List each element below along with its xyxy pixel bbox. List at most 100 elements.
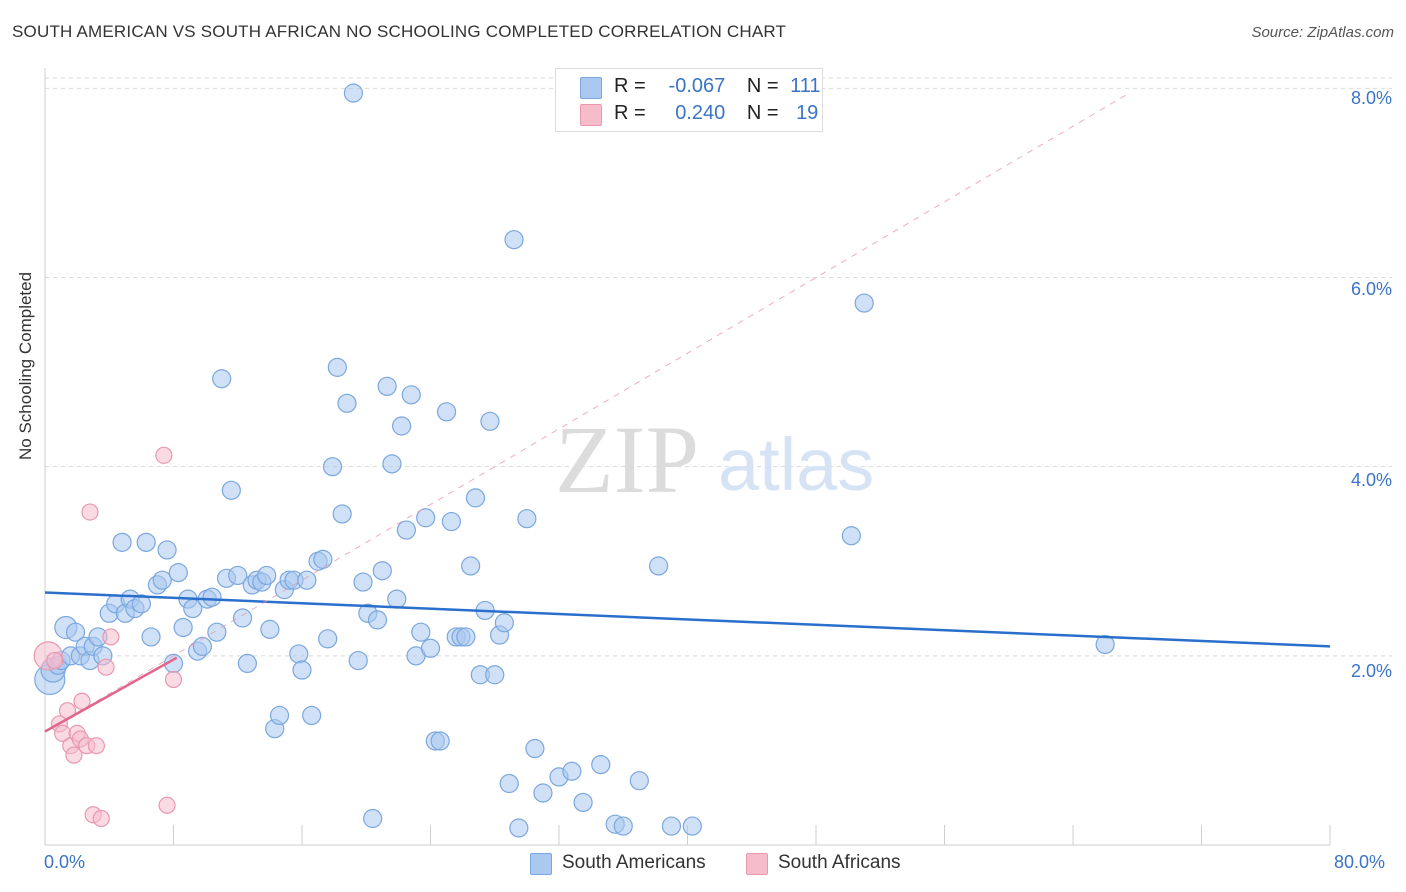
data-point-south-africans xyxy=(46,651,64,670)
data-point-south-americans xyxy=(232,608,253,628)
data-point-south-africans xyxy=(164,670,183,689)
data-point-south-americans xyxy=(152,570,172,590)
stats-row-pink: R = 0.240 N = 19 xyxy=(614,102,818,128)
data-point-south-africans xyxy=(97,658,115,676)
data-point-south-americans xyxy=(337,393,357,413)
data-point-south-americans xyxy=(441,511,461,532)
data-point-south-americans xyxy=(382,454,402,474)
data-point-south-americans xyxy=(591,755,611,775)
y-tick-label: 8.0% xyxy=(1350,88,1392,108)
data-point-south-americans xyxy=(436,402,457,422)
data-point-south-americans xyxy=(332,504,352,524)
grid-layer xyxy=(44,68,1392,846)
data-point-south-americans xyxy=(525,738,545,759)
data-point-south-africans xyxy=(65,746,83,764)
trendline-extended-south-africans xyxy=(44,92,1130,732)
data-point-south-americans xyxy=(141,627,161,647)
data-point-south-africans xyxy=(155,446,173,464)
data-point-south-americans xyxy=(353,572,373,592)
data-point-south-americans xyxy=(648,556,669,576)
data-point-south-americans xyxy=(494,613,514,633)
data-point-south-americans xyxy=(65,622,86,642)
y-axis-label: No Schooling Completed xyxy=(16,271,35,460)
data-point-south-americans xyxy=(327,357,347,377)
r-label: R = xyxy=(614,75,646,97)
data-point-south-americans xyxy=(499,773,519,794)
data-point-south-africans xyxy=(158,796,176,814)
r-value: -0.067 xyxy=(668,75,726,97)
data-point-south-americans xyxy=(480,411,500,431)
watermark-atlas: atlas xyxy=(718,423,874,506)
data-point-south-americans xyxy=(343,83,363,103)
data-point-south-americans xyxy=(173,617,193,638)
data-point-south-americans xyxy=(562,761,582,781)
data-point-south-americans xyxy=(372,561,392,581)
data-point-south-americans xyxy=(157,540,177,560)
data-point-south-americans xyxy=(348,650,368,671)
watermark-zip: ZIP xyxy=(555,406,699,513)
data-point-south-americans xyxy=(192,636,213,656)
y-tick-label: 4.0% xyxy=(1350,470,1392,490)
pink-swatch xyxy=(580,104,602,126)
data-point-south-americans xyxy=(854,293,874,313)
n-label: N = xyxy=(746,75,779,97)
data-point-south-americans xyxy=(629,771,649,791)
n-value: 111 xyxy=(790,75,821,97)
data-point-south-americans xyxy=(112,532,132,552)
data-point-south-americans xyxy=(377,376,397,396)
data-point-south-africans xyxy=(81,503,99,521)
data-point-south-americans xyxy=(461,556,481,576)
data-point-south-americans xyxy=(260,619,280,639)
source-label: Source: ZipAtlas.com xyxy=(1251,24,1394,41)
x-tick-label: 0.0% xyxy=(44,852,86,872)
data-point-south-americans xyxy=(396,520,417,540)
data-point-south-americans xyxy=(212,369,232,389)
data-point-south-americans xyxy=(168,563,188,583)
data-point-south-americans xyxy=(661,816,682,836)
data-point-south-americans xyxy=(269,705,290,726)
trendline-south-americans xyxy=(44,591,1331,648)
r-label: R = xyxy=(614,102,646,124)
data-point-south-americans xyxy=(401,385,421,405)
y-tick-label: 6.0% xyxy=(1350,279,1392,299)
data-point-south-americans xyxy=(313,549,333,569)
data-point-south-americans xyxy=(257,565,277,586)
n-value: 19 xyxy=(796,102,819,124)
legend-swatch-south-africans xyxy=(746,853,768,875)
data-point-south-americans xyxy=(318,629,338,649)
data-point-south-americans xyxy=(682,816,702,836)
legend-label-south-africans: South Africans xyxy=(778,852,901,873)
data-point-south-americans xyxy=(411,622,431,642)
data-point-south-americans xyxy=(517,509,537,529)
data-point-south-americans xyxy=(237,653,257,674)
data-point-south-africans xyxy=(87,737,106,755)
data-point-south-africans xyxy=(102,628,120,646)
data-point-south-americans xyxy=(573,792,593,813)
n-label: N = xyxy=(746,102,779,124)
data-point-south-americans xyxy=(202,587,222,607)
data-point-south-americans xyxy=(416,508,436,528)
data-point-south-americans xyxy=(322,457,343,477)
legend-label-south-americans: South Americans xyxy=(562,852,706,873)
data-point-south-americans xyxy=(289,644,309,664)
chart-title: SOUTH AMERICAN VS SOUTH AFRICAN NO SCHOO… xyxy=(12,22,787,41)
data-point-south-americans xyxy=(363,808,383,829)
data-point-south-americans xyxy=(367,610,388,630)
data-point-south-americans xyxy=(509,818,529,838)
x-tick-label: 80.0% xyxy=(1334,852,1386,872)
points-layer xyxy=(33,83,1115,838)
data-point-south-americans xyxy=(131,594,151,614)
data-point-south-americans xyxy=(485,665,505,685)
trendline-south-africans xyxy=(44,656,178,733)
data-point-south-americans xyxy=(221,480,241,500)
y-tick-label: 2.0% xyxy=(1350,661,1392,681)
data-point-south-americans xyxy=(228,565,248,586)
data-point-south-americans xyxy=(297,570,317,590)
data-point-south-africans xyxy=(92,809,110,828)
data-point-south-africans xyxy=(73,692,91,710)
data-point-south-americans xyxy=(504,230,524,250)
data-point-south-americans xyxy=(430,731,450,751)
data-point-south-americans xyxy=(613,816,633,836)
data-point-south-americans xyxy=(391,416,412,436)
